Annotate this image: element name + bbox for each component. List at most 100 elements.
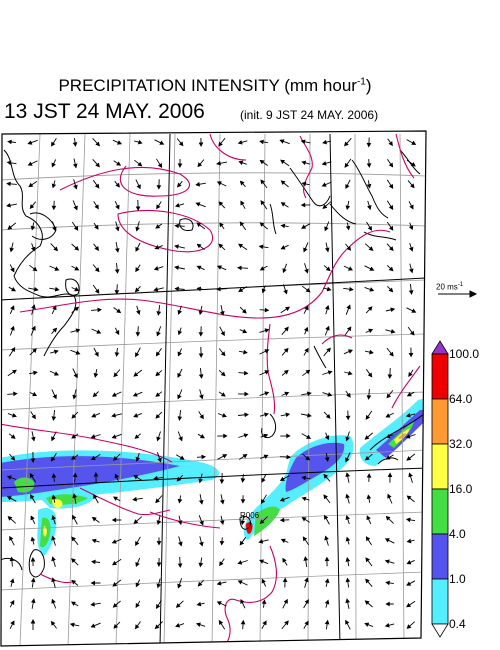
wind-vector-head	[111, 539, 117, 544]
wind-vector-head	[366, 163, 372, 168]
wind-vector-head	[301, 160, 307, 166]
wind-vector-head	[156, 331, 161, 337]
wind-vector-head	[52, 394, 57, 400]
wind-vector-head	[279, 497, 285, 502]
wind-vector-head	[12, 369, 17, 375]
wind-vector-head	[29, 472, 35, 478]
wind-vector-head	[369, 287, 375, 292]
wind-vector-head	[219, 222, 224, 228]
wind-vector-head	[177, 520, 183, 526]
wind-vector-head	[327, 370, 333, 375]
wind-vector-head	[237, 265, 242, 271]
wind-vector-head	[115, 330, 120, 336]
wind-vector-head	[260, 179, 265, 185]
wind-vector-head	[369, 266, 375, 271]
wind-vector-head	[175, 603, 181, 608]
wind-vector-head	[367, 372, 373, 378]
wind-vector-head	[10, 346, 16, 352]
wind-vector-head	[219, 499, 225, 505]
wind-vector-head	[74, 306, 80, 312]
wind-vector-head	[199, 434, 205, 439]
wind-vector-head	[322, 139, 328, 145]
wind-vector-head	[385, 580, 390, 586]
wind-vector-head	[365, 578, 370, 584]
wind-vector-head	[54, 286, 60, 292]
wind-vector-head	[201, 454, 206, 460]
wind-vector-head	[116, 140, 122, 145]
wind-vector-head	[136, 184, 141, 190]
wind-vector-head	[411, 140, 417, 145]
wind-vector-head	[324, 226, 329, 232]
wind-vector-head	[159, 140, 165, 145]
wind-vector-head	[198, 500, 204, 505]
coastlines	[1, 149, 425, 578]
wind-vector-head	[156, 436, 161, 442]
wind-vector-head	[304, 305, 309, 311]
map-title: PRECIPITATION INTENSITY (mm hour-1)	[58, 76, 372, 95]
wind-vector-head	[177, 394, 182, 400]
wind-vector-head	[6, 202, 11, 208]
wind-vector-head	[51, 436, 56, 442]
wind-vector-head	[115, 204, 120, 210]
wind-vector-head	[51, 556, 56, 562]
wind-vector-head	[112, 496, 118, 501]
wind-vector-head	[196, 286, 202, 292]
wind-vector-head	[155, 351, 161, 357]
wind-vector-head	[216, 580, 222, 586]
wind-vector-head	[283, 369, 289, 375]
wind-vector-head	[366, 515, 371, 521]
wind-vector-head	[279, 476, 285, 481]
wind-vector-head	[174, 202, 180, 208]
wind-vector-head	[54, 266, 60, 271]
wind-vector-head	[258, 244, 264, 250]
wind-vector-head	[385, 413, 391, 418]
colorbar-bottom-arrow	[431, 623, 449, 638]
wind-vector-head	[220, 351, 226, 357]
wind-vector-head	[72, 472, 78, 478]
colorbar-level-label: 32.0	[449, 437, 473, 451]
wind-vector-head	[178, 141, 184, 147]
wind-vector-head	[259, 266, 265, 271]
wind-vector-head	[195, 181, 200, 187]
wind-vector-head	[51, 416, 57, 421]
wind-vector-head	[282, 557, 287, 563]
wind-vector-head	[302, 536, 308, 542]
wind-vector-head	[321, 161, 327, 166]
wind-vector-head	[323, 494, 328, 500]
wind-vector-head	[51, 205, 57, 211]
wind-vector-head	[198, 332, 204, 337]
wind-vector-head	[175, 623, 181, 628]
wind-vector-head	[237, 140, 243, 145]
wind-vector-head	[388, 183, 394, 189]
wind-vector-head	[406, 581, 412, 586]
wind-vector-head	[259, 559, 265, 564]
wind-vector-head	[385, 515, 391, 521]
wind-vector-head	[53, 349, 59, 355]
wind-vector-head	[196, 243, 202, 249]
wind-vector-head	[111, 434, 117, 439]
wind-vector-head	[306, 434, 312, 439]
wind-vector-head	[384, 622, 390, 628]
wind-vector-head	[324, 304, 330, 310]
wind-vector-head	[92, 392, 98, 398]
wind-vector-head	[9, 247, 15, 253]
wind-vector-head	[32, 391, 38, 397]
wind-vector-head	[259, 139, 264, 145]
wind-vector-head	[10, 434, 16, 439]
wind-vector-head	[406, 392, 412, 397]
wind-vector-head	[324, 619, 330, 625]
wind-vector-head	[263, 433, 269, 439]
wind-vector-head	[284, 620, 289, 626]
wind-vector-head	[132, 496, 137, 502]
wind-vector-head	[174, 265, 179, 271]
wind-vector-head	[388, 266, 394, 272]
wind-vector-head	[284, 391, 290, 397]
map-area: R006	[1, 133, 426, 646]
wind-vector-head	[384, 538, 390, 543]
wind-vector-head	[114, 352, 120, 357]
wind-vector-head	[90, 434, 96, 439]
wind-vector-head	[153, 475, 158, 481]
wind-vector-head	[385, 601, 390, 607]
wind-vector-head	[219, 561, 224, 567]
